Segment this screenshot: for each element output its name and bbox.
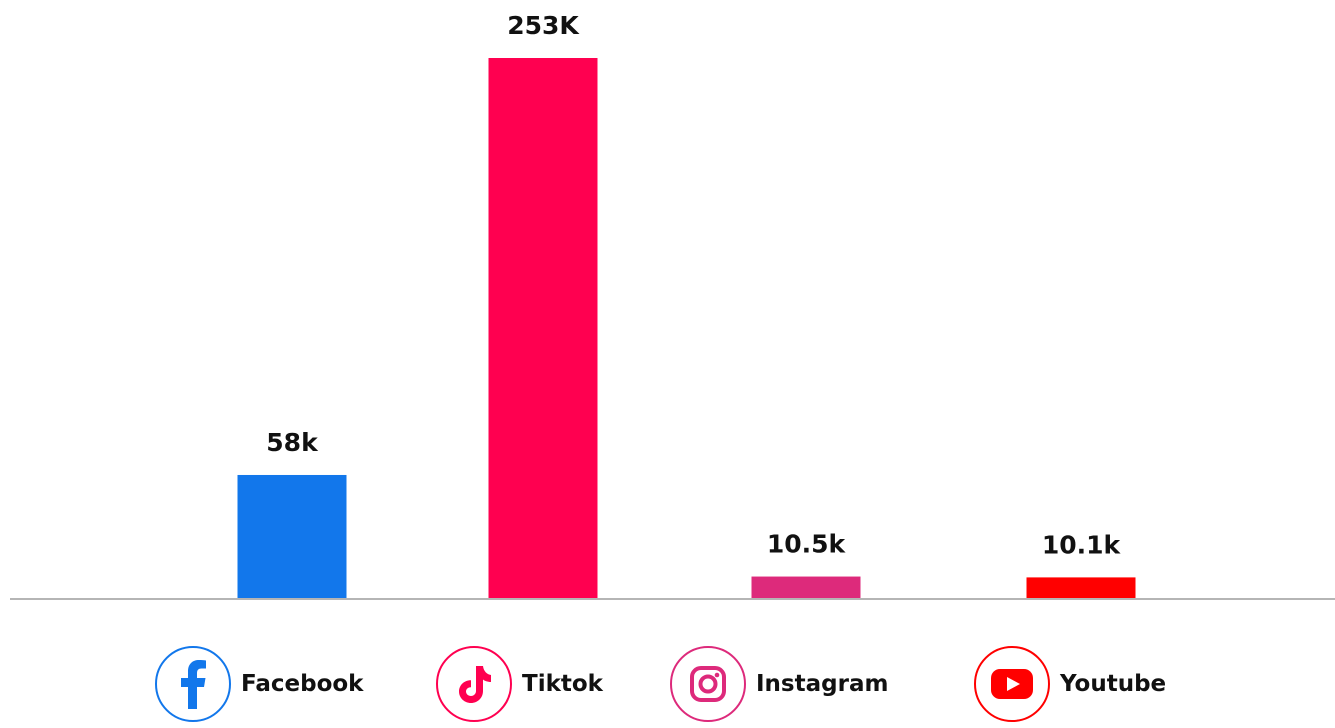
bars-group [237,58,1136,599]
legend-label-tiktok: Tiktok [522,671,603,697]
legend: Facebook Tiktok Instagram Youtube [0,640,1335,728]
youtube-icon [974,646,1050,722]
instagram-icon [670,646,746,722]
legend-item-tiktok: Tiktok [436,640,603,728]
bar-tiktok [488,58,598,599]
legend-item-youtube: Youtube [974,640,1166,728]
legend-label-facebook: Facebook [241,671,364,697]
legend-label-instagram: Instagram [756,671,889,697]
data-label-youtube: 10.1k [1042,530,1122,559]
facebook-icon [155,646,231,722]
legend-item-instagram: Instagram [670,640,888,728]
data-label-facebook: 58k [266,428,319,457]
data-label-instagram: 10.5k [767,530,847,559]
bar-youtube [1026,577,1136,599]
legend-label-youtube: Youtube [1060,671,1167,697]
data-label-tiktok: 253K [507,11,580,40]
legend-item-facebook: Facebook [155,640,363,728]
bar-facebook [237,474,347,599]
data-labels-group: 58k 253K 10.5k 10.1k [266,11,1121,559]
bar-instagram [751,576,861,599]
tiktok-icon [436,646,512,722]
